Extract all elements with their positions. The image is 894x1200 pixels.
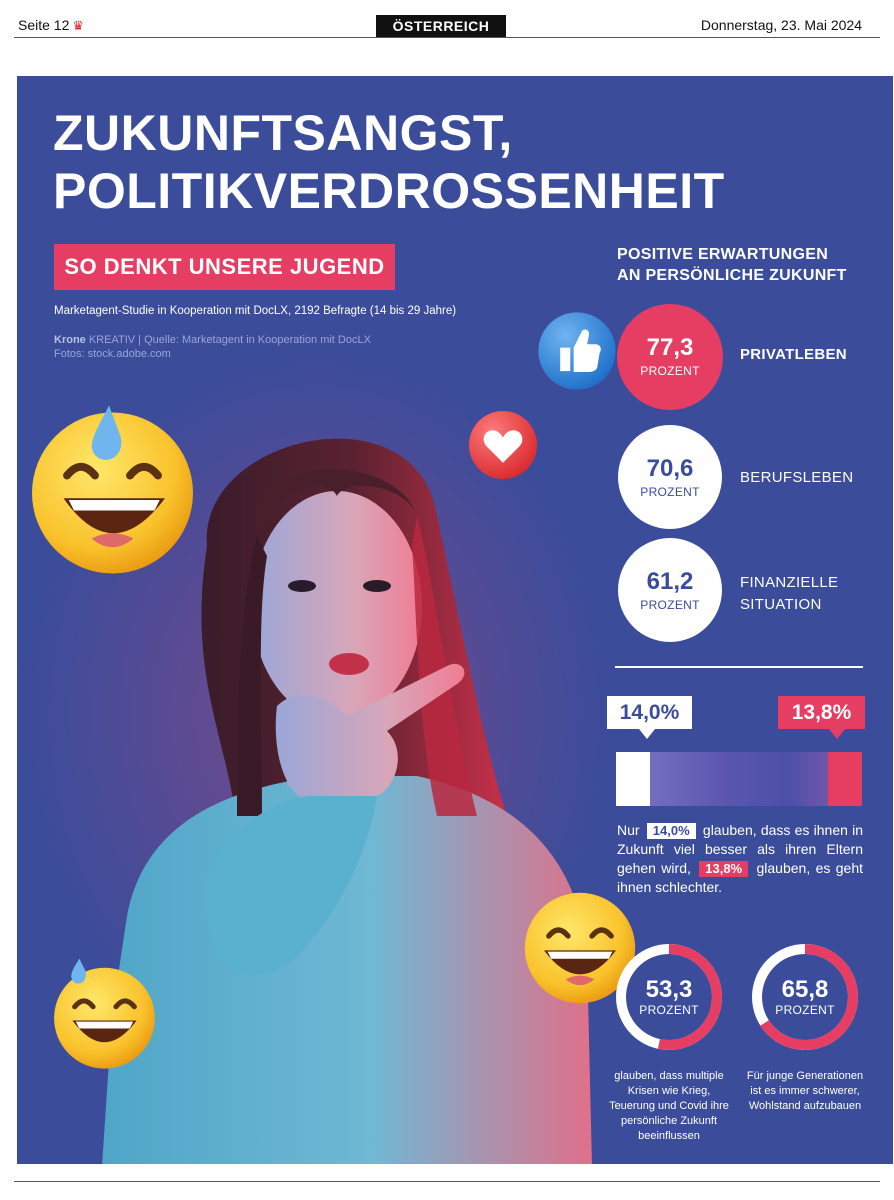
donut-value: 53,3 bbox=[645, 976, 693, 1003]
stat-label-finanzen: FINANZIELLE SITUATION bbox=[740, 572, 838, 616]
comparison-text-part-2: glauben, dass es ihnen in Zukunft viel b… bbox=[617, 822, 864, 876]
credit-brand: Krone bbox=[54, 334, 86, 346]
comparison-bar bbox=[616, 752, 862, 806]
credit-source: | Quelle: Marketagent in Kooperation mit… bbox=[138, 334, 371, 346]
comparison-text-part-3: glauben, es geht ihnen schlechter. bbox=[617, 860, 863, 895]
credit-brand-2: KREATIV bbox=[88, 334, 136, 346]
better-percentage-chip: 14,0% bbox=[646, 823, 696, 839]
sweat-grin-emoji bbox=[32, 405, 193, 574]
sweat-grin-emoji-small bbox=[54, 958, 155, 1069]
better-percentage-badge: 14,0% bbox=[607, 696, 692, 739]
photo-credit: Fotos: stock.adobe.com bbox=[54, 348, 171, 360]
worse-percentage-chip: 13,8% bbox=[699, 861, 749, 877]
stat-circle-privatleben: 77,3 PROZENT bbox=[617, 304, 723, 410]
section-divider bbox=[615, 666, 863, 668]
donut-caption: Für junge Generationen ist es immer schw… bbox=[746, 1070, 864, 1112]
positive-title-line-2: AN PERSÖNLICHE ZUKUNFT bbox=[617, 267, 847, 284]
credit-line: Krone KREATIV | Quelle: Marketagent in K… bbox=[54, 333, 371, 361]
page-number-label: Seite 12 bbox=[18, 17, 70, 33]
headline: ZUKUNFTSANGST, POLITIKVERDROSSENHEIT bbox=[53, 104, 725, 220]
donut-caption: glauben, dass multiple Krisen wie Krieg,… bbox=[609, 1070, 729, 1142]
worse-percentage-badge: 13,8% bbox=[778, 696, 865, 739]
stat-unit: PROZENT bbox=[640, 598, 700, 612]
donut-arc bbox=[752, 944, 858, 1050]
stat-value: 77,3 bbox=[646, 334, 694, 361]
page-number: Seite 12 ♛ bbox=[18, 17, 84, 34]
donut-chart-prosperity bbox=[752, 944, 858, 1050]
portrait-photo bbox=[102, 438, 592, 1164]
stat-label-privatleben: PRIVATLEBEN bbox=[740, 346, 847, 363]
stat-unit: PROZENT bbox=[640, 364, 700, 378]
study-note: Marketagent-Studie in Kooperation mit Do… bbox=[54, 305, 457, 317]
crown-icon: ♛ bbox=[72, 18, 85, 33]
donut-unit: PROZENT bbox=[775, 1003, 835, 1017]
footer-rule bbox=[14, 1181, 880, 1182]
stat-circle-finanzen: 61,2 PROZENT bbox=[618, 538, 722, 642]
positive-title-line-1: POSITIVE ERWARTUNGEN bbox=[617, 246, 829, 263]
heart-icon bbox=[468, 410, 538, 480]
headline-line-2: POLITIKVERDROSSENHEIT bbox=[53, 163, 725, 219]
stat-label-line-2: SITUATION bbox=[740, 596, 822, 613]
comparison-text: Nur 14,0% glauben, dass es ihnen in Zuku… bbox=[617, 821, 863, 897]
donut-value: 65,8 bbox=[781, 976, 829, 1003]
donut-unit: PROZENT bbox=[639, 1003, 699, 1017]
header-rule bbox=[14, 37, 880, 38]
donut-chart-crises bbox=[616, 944, 722, 1050]
thumbs-up-icon bbox=[538, 312, 616, 390]
section-label: ÖSTERREICH bbox=[376, 15, 506, 37]
stat-value: 61,2 bbox=[646, 568, 694, 595]
subheadline-tag: SO DENKT UNSERE JUGEND bbox=[54, 244, 395, 290]
bar-segment-better bbox=[616, 752, 650, 806]
comparison-text-part-1: Nur bbox=[617, 822, 640, 838]
stat-value: 70,6 bbox=[646, 455, 694, 482]
stat-label-berufsleben: BERUFSLEBEN bbox=[740, 469, 854, 486]
stat-unit: PROZENT bbox=[640, 485, 700, 499]
issue-date: Donnerstag, 23. Mai 2024 bbox=[700, 17, 862, 33]
donut-arc bbox=[616, 944, 722, 1050]
stat-circle-berufsleben: 70,6 PROZENT bbox=[618, 425, 722, 529]
page-header: Seite 12 ♛ ÖSTERREICH Donnerstag, 23. Mai… bbox=[0, 0, 894, 40]
bar-segment-worse bbox=[828, 752, 862, 806]
bar-segment-neutral bbox=[650, 752, 828, 806]
positive-expectations-title: POSITIVE ERWARTUNGEN AN PERSÖNLICHE ZUKU… bbox=[617, 244, 847, 286]
headline-line-1: ZUKUNFTSANGST, bbox=[53, 105, 513, 161]
laughing-emoji bbox=[524, 892, 636, 1004]
stat-label-line-1: FINANZIELLE bbox=[740, 574, 839, 591]
infographic-panel: ZUKUNFTSANGST, POLITIKVERDROSSENHEIT SO … bbox=[17, 76, 893, 1164]
